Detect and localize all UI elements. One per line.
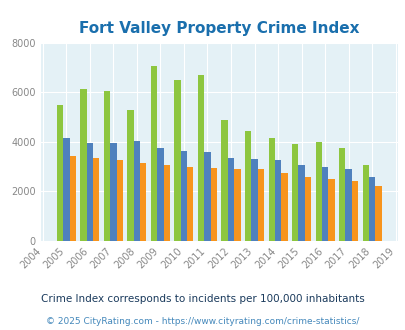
Bar <box>157 148 163 241</box>
Bar <box>338 148 345 241</box>
Title: Fort Valley Property Crime Index: Fort Valley Property Crime Index <box>79 21 358 36</box>
Bar <box>244 131 251 241</box>
Bar <box>227 158 234 241</box>
Bar <box>80 89 87 241</box>
Bar <box>204 152 210 241</box>
Bar <box>57 105 63 241</box>
Bar <box>328 179 334 241</box>
Bar <box>315 142 321 241</box>
Bar <box>140 163 146 241</box>
Bar <box>321 167 328 241</box>
Bar <box>234 169 240 241</box>
Bar <box>268 138 274 241</box>
Bar <box>104 91 110 241</box>
Bar <box>345 169 351 241</box>
Bar <box>127 110 133 241</box>
Bar <box>291 145 298 241</box>
Bar <box>187 167 193 241</box>
Bar <box>87 143 93 241</box>
Bar <box>221 120 227 241</box>
Bar <box>163 165 170 241</box>
Bar <box>298 165 304 241</box>
Bar <box>257 169 263 241</box>
Bar <box>281 173 287 241</box>
Bar <box>368 177 374 241</box>
Bar <box>93 158 99 241</box>
Bar <box>274 160 281 241</box>
Bar <box>110 143 116 241</box>
Bar <box>63 138 69 241</box>
Bar <box>174 80 180 241</box>
Text: © 2025 CityRating.com - https://www.cityrating.com/crime-statistics/: © 2025 CityRating.com - https://www.city… <box>46 317 359 326</box>
Bar <box>180 150 187 241</box>
Bar <box>198 75 204 241</box>
Bar <box>362 165 368 241</box>
Bar <box>116 160 123 241</box>
Bar <box>251 159 257 241</box>
Bar <box>133 141 140 241</box>
Bar <box>351 182 357 241</box>
Bar <box>374 186 381 241</box>
Bar <box>69 155 76 241</box>
Bar <box>304 177 310 241</box>
Bar <box>151 66 157 241</box>
Bar <box>210 168 216 241</box>
Text: Crime Index corresponds to incidents per 100,000 inhabitants: Crime Index corresponds to incidents per… <box>41 294 364 304</box>
